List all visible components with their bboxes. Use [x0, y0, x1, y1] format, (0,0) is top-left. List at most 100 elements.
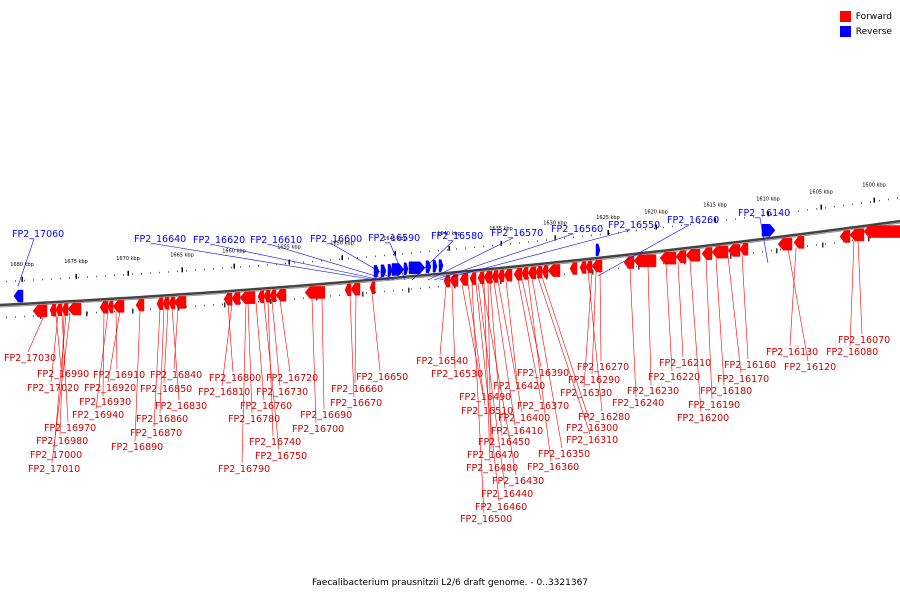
forward-leader-line	[267, 301, 274, 437]
forward-gene-label: FP2_16220	[648, 372, 700, 383]
minor-tick-bottom	[816, 244, 817, 246]
legend-reverse-label: Reverse	[855, 26, 892, 37]
reverse-leader-line	[439, 229, 631, 281]
forward-gene-arrow	[257, 290, 265, 303]
forward-gene-arrow	[633, 254, 657, 268]
minor-tick-top	[222, 267, 223, 270]
minor-tick-bottom	[834, 241, 835, 244]
forward-gene-arrow	[469, 272, 477, 285]
scale-tick-mark	[714, 217, 716, 223]
minor-tick-top	[609, 232, 610, 235]
scale-tick-label: 1680 kbp	[10, 262, 34, 268]
forward-gene-arrow	[107, 300, 114, 314]
minor-tick-top	[447, 249, 448, 251]
forward-leader-line	[279, 300, 291, 373]
minor-tick-top	[654, 227, 655, 230]
forward-leader-line	[349, 294, 355, 398]
forward-gene-arrow	[350, 282, 361, 296]
minor-tick-bottom	[276, 299, 277, 302]
forward-gene-label: FP2_16280	[578, 412, 630, 423]
minor-tick-top	[681, 224, 682, 227]
minor-tick-top	[564, 237, 565, 240]
forward-gene-arrow	[849, 228, 865, 242]
reverse-gene-arrow	[391, 263, 405, 276]
forward-leader-line	[493, 281, 516, 426]
forward-gene-arrow	[863, 225, 900, 238]
minor-tick-top	[762, 215, 763, 217]
minor-tick-bottom	[51, 314, 52, 316]
minor-tick-bottom	[753, 252, 754, 254]
minor-tick-top	[78, 276, 79, 279]
major-tick-bottom	[86, 311, 88, 317]
forward-leader-line	[221, 303, 233, 387]
minor-tick-top	[393, 253, 394, 256]
reverse-genes	[13, 223, 776, 303]
forward-leader-line	[599, 270, 602, 362]
minor-tick-top	[519, 242, 520, 244]
forward-gene-label: FP2_16360	[527, 462, 579, 473]
forward-leader-line	[53, 314, 67, 450]
scale-tick-mark	[21, 276, 23, 282]
minor-tick-top	[546, 239, 547, 241]
forward-gene-label: FP2_16200	[677, 413, 729, 424]
minor-tick-top	[735, 218, 736, 220]
minor-tick-top	[105, 275, 106, 277]
forward-gene-label: FP2_17010	[28, 464, 80, 475]
scale-tick-mark	[820, 204, 822, 210]
forward-leader-line	[789, 247, 797, 347]
scale-tick-mark	[655, 224, 657, 230]
forward-gene-arrow	[839, 230, 851, 243]
minor-tick-bottom	[6, 316, 7, 319]
forward-gene-label: FP2_16830	[155, 401, 207, 412]
forward-leader-line	[354, 294, 357, 384]
forward-gene-label: FP2_16440	[481, 489, 533, 500]
minor-tick-top	[267, 264, 268, 266]
forward-leader-line	[61, 314, 69, 423]
reverse-leader-line	[427, 237, 514, 281]
minor-tick-top	[195, 269, 196, 271]
minor-tick-top	[231, 266, 232, 269]
reverse-gene-arrow	[13, 289, 24, 303]
minor-tick-bottom	[384, 290, 385, 293]
minor-tick-top	[42, 278, 43, 281]
forward-leader-line	[263, 301, 280, 451]
reverse-gene-label: FP2_17060	[12, 229, 64, 240]
forward-gene-arrow	[156, 297, 164, 311]
minor-tick-bottom	[114, 310, 115, 313]
minor-tick-top	[708, 221, 709, 224]
forward-gene-label: FP2_16810	[198, 387, 250, 398]
reverse-gene-arrow	[403, 262, 409, 276]
minor-tick-top	[159, 271, 160, 274]
minor-tick-bottom	[195, 305, 196, 307]
minor-tick-bottom	[393, 289, 394, 292]
major-tick-bottom	[776, 248, 778, 254]
forward-gene-label: FP2_16210	[659, 358, 711, 369]
forward-gene-label: FP2_16410	[491, 426, 543, 437]
minor-tick-bottom	[429, 286, 430, 289]
minor-tick-top	[492, 244, 493, 247]
reverse-leader-line	[214, 244, 383, 281]
minor-tick-top	[528, 241, 529, 243]
minor-tick-top	[843, 204, 844, 207]
minor-tick-top	[141, 272, 142, 275]
forward-leader-line	[439, 286, 447, 356]
forward-gene-label: FP2_16530	[431, 369, 483, 380]
forward-gene-arrow	[483, 270, 493, 284]
minor-tick-top	[429, 250, 430, 253]
major-tick-bottom	[868, 236, 870, 242]
forward-gene-arrow	[135, 298, 145, 312]
minor-tick-bottom	[303, 297, 304, 299]
minor-tick-bottom	[825, 243, 826, 245]
forward-gene-arrow	[579, 261, 587, 274]
minor-tick-bottom	[780, 248, 781, 251]
forward-gene-arrow	[223, 292, 233, 306]
minor-tick-bottom	[15, 316, 16, 318]
forward-gene-label: FP2_16890	[111, 442, 163, 453]
forward-gene-arrow	[585, 260, 593, 274]
forward-leader-line	[107, 311, 121, 383]
forward-gene-arrow	[32, 304, 48, 318]
forward-gene-label: FP2_16480	[466, 463, 518, 474]
forward-gene-arrow	[527, 266, 537, 280]
forward-leader-line	[321, 296, 325, 410]
forward-gene-label: FP2_16740	[249, 437, 301, 448]
